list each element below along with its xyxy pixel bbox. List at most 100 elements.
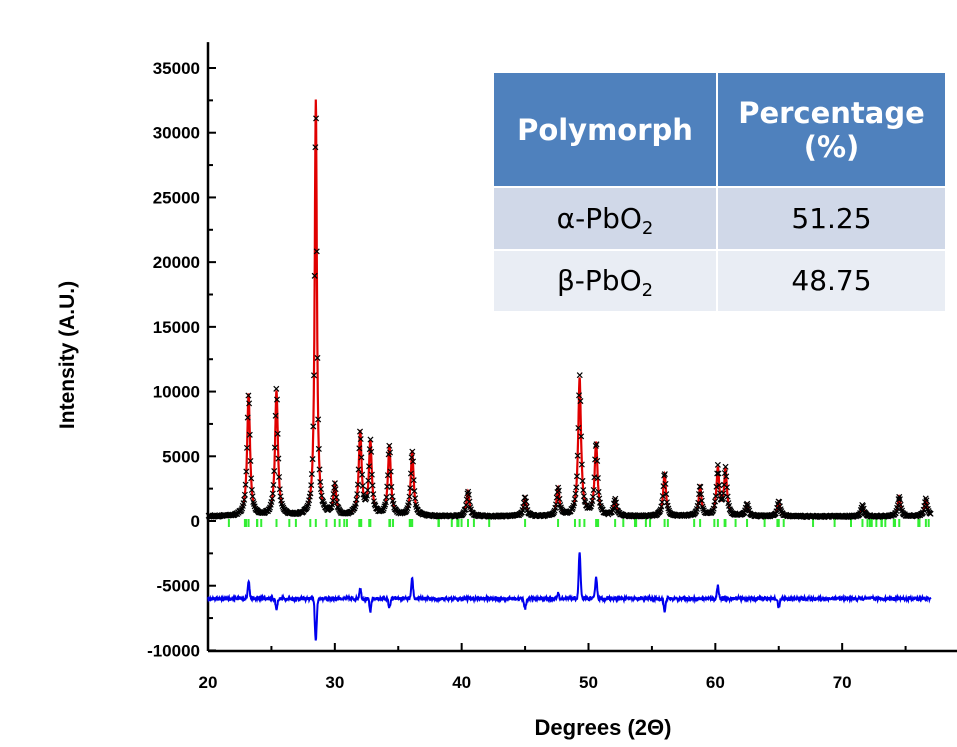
observed-point — [896, 496, 903, 503]
y-tick-label: -10000 — [147, 641, 200, 660]
observed-point — [271, 444, 278, 451]
x-tick-label: 50 — [579, 673, 598, 692]
observed-point — [557, 504, 564, 511]
observed-point — [359, 482, 366, 489]
observed-point — [595, 488, 602, 495]
observed-point — [369, 482, 376, 489]
polymorph-subscript: 2 — [641, 280, 654, 302]
observed-point — [271, 468, 278, 475]
observed-point — [317, 486, 324, 493]
observed-point — [698, 497, 705, 504]
observed-point — [313, 248, 320, 255]
observed-point — [523, 498, 530, 505]
y-tick-label: 5000 — [162, 447, 200, 466]
observed-point — [724, 493, 731, 500]
observed-point — [382, 499, 389, 506]
observed-point — [272, 412, 279, 419]
observed-point — [576, 372, 583, 379]
table-row: α-PbO2 51.25 — [492, 186, 947, 251]
observed-point — [576, 392, 583, 399]
y-tick-label: 30000 — [153, 124, 200, 143]
observed-point — [317, 478, 324, 486]
observed-point — [410, 477, 417, 484]
observed-point — [386, 442, 393, 449]
observed-point — [714, 470, 721, 477]
observed-point — [719, 495, 726, 502]
observed-point — [269, 490, 276, 497]
observed-point — [276, 486, 283, 493]
observed-point — [387, 468, 394, 475]
x-tick-label: 40 — [452, 673, 471, 692]
percentage-cell: 51.25 — [716, 186, 947, 251]
observed-point — [355, 466, 362, 473]
observed-point — [407, 470, 414, 477]
observed-point — [927, 510, 934, 517]
observed-point — [309, 456, 316, 463]
observed-point — [273, 385, 280, 392]
observed-point — [578, 461, 585, 468]
x-axis: 2030405060708 — [199, 643, 957, 692]
y-tick-label: 0 — [191, 512, 200, 531]
observed-point — [365, 477, 372, 484]
observed-point — [315, 445, 322, 452]
polymorph-subscript: 2 — [641, 217, 654, 239]
observed-point — [610, 504, 617, 512]
y-tick-label: -5000 — [157, 577, 200, 596]
observed-point — [354, 481, 361, 488]
observed-point — [274, 430, 281, 437]
observed-point — [723, 473, 730, 480]
polymorph-name: β-PbO — [556, 264, 642, 298]
observed-point — [408, 454, 415, 461]
observed-point — [659, 493, 666, 500]
observed-point — [331, 480, 338, 487]
observed-point — [923, 497, 930, 504]
observed-point — [381, 503, 388, 510]
observed-point — [247, 457, 254, 465]
observed-point — [241, 496, 248, 503]
observed-point — [389, 493, 396, 500]
observed-point — [575, 424, 582, 432]
observed-point — [594, 475, 601, 482]
observed-point — [242, 481, 249, 488]
observed-point — [245, 392, 252, 399]
difference-line — [207, 552, 932, 641]
observed-point — [333, 499, 341, 506]
observed-point — [410, 458, 417, 465]
observed-point — [609, 506, 616, 513]
observed-point — [720, 490, 727, 497]
y-tick-label: 20000 — [153, 253, 200, 272]
observed-point — [244, 414, 251, 421]
header-polymorph: Polymorph — [492, 71, 718, 188]
observed-point — [409, 448, 416, 455]
observed-point — [714, 461, 721, 468]
observed-point — [269, 495, 276, 502]
observed-point — [577, 398, 584, 405]
observed-point — [313, 115, 320, 122]
observed-point — [465, 491, 472, 498]
header-percentage: Percentage (%) — [716, 71, 947, 188]
observed-point — [578, 433, 585, 440]
observed-point — [368, 448, 375, 455]
observed-point — [555, 487, 562, 494]
observed-point — [246, 431, 253, 438]
x-tick-label: 30 — [325, 673, 344, 692]
polymorph-cell: α-PbO2 — [492, 186, 718, 251]
observed-point — [661, 471, 668, 478]
observed-point — [407, 485, 414, 492]
observed-point — [411, 488, 418, 495]
observed-point — [241, 491, 248, 498]
observed-point — [359, 471, 366, 478]
y-axis: -10000 -5000 0 5000 10000 15000 20000 25000 3000… — [147, 42, 216, 660]
observed-point — [716, 482, 723, 489]
observed-point — [366, 463, 373, 470]
polymorph-cell: β-PbO2 — [492, 248, 718, 313]
observed-point — [592, 442, 599, 449]
observed-point — [571, 496, 578, 503]
observed-point — [745, 505, 752, 512]
observed-point — [388, 483, 395, 490]
observed-point — [266, 506, 273, 513]
observed-point — [697, 484, 704, 491]
observed-point — [310, 372, 317, 379]
observed-point — [250, 498, 257, 506]
